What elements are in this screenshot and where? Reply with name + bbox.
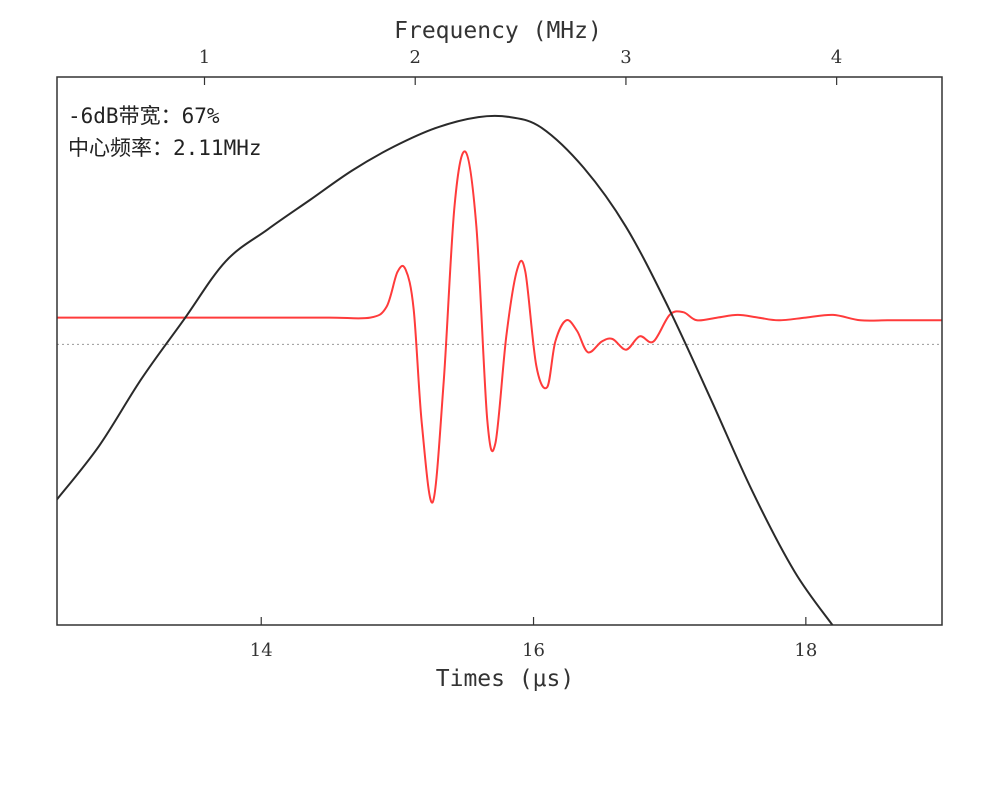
- top-axis-title: Frequency (MHz): [394, 18, 602, 44]
- plot-frame: [56, 76, 943, 626]
- frequency-spectrum-line: [57, 114, 834, 625]
- annotation-center-frequency: 中心频率：2.11MHz: [68, 136, 262, 160]
- bottom-tick-label: 18: [794, 640, 817, 661]
- top-tick-label: 4: [831, 47, 842, 68]
- time-waveform-line: [57, 150, 942, 504]
- plot-area: [57, 77, 942, 625]
- annotation-bandwidth: -6dB带宽：67%: [68, 104, 220, 128]
- top-axis-ticks: 1 2 3 4: [199, 47, 842, 85]
- bottom-axis-title: Times (μs): [436, 666, 574, 692]
- bottom-tick-label: 16: [522, 640, 545, 661]
- top-tick-label: 2: [409, 47, 420, 68]
- bottom-axis-ticks: 14 16 18: [250, 617, 817, 661]
- top-tick-label: 3: [620, 47, 631, 68]
- top-tick-label: 1: [199, 47, 210, 68]
- bottom-tick-label: 14: [250, 640, 273, 661]
- series-layer: [57, 114, 942, 625]
